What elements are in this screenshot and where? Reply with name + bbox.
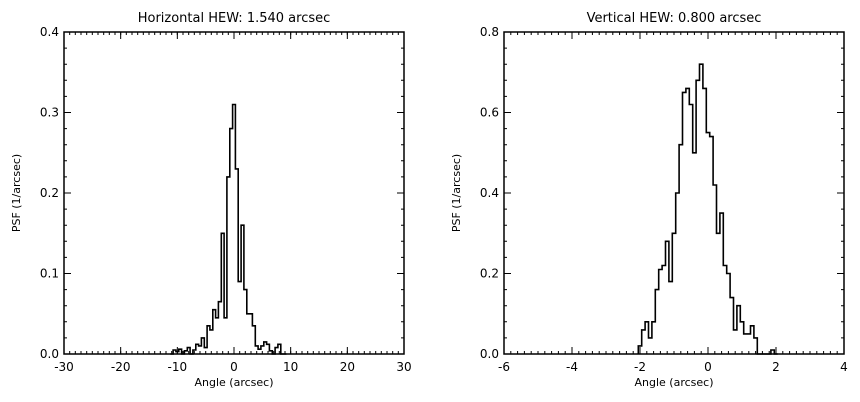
chart-title: Vertical HEW: 0.800 arcsec: [587, 11, 762, 26]
x-tick-label: -10: [168, 360, 188, 374]
x-tick-label: 30: [396, 360, 411, 374]
x-tick-label: -4: [566, 360, 578, 374]
x-tick-label: 0: [230, 360, 238, 374]
vertical-psf-plot: Vertical HEW: 0.800 arcsec -6 -4 -2 0 2 4 0.0 0.…: [450, 11, 848, 389]
x-tick-label: -30: [54, 360, 74, 374]
y-tick-label: 0.3: [40, 106, 59, 120]
y-tick-label: 0.0: [480, 347, 499, 361]
horizontal-psf-plot: Horizontal HEW: 1.540 arcsec -30 -20 -10 0 10…: [10, 11, 412, 389]
y-tick-label: 0.0: [40, 347, 59, 361]
minor-ticks: [503, 31, 845, 355]
plot-frame: [63, 31, 405, 355]
y-axis-label: PSF (1/arcsec): [10, 154, 23, 232]
x-tick-label: 0: [704, 360, 712, 374]
psf-histogram-line: [637, 63, 778, 355]
y-tick-label: 0.4: [40, 25, 59, 39]
x-axis-label: Angle (arcsec): [195, 376, 274, 389]
x-tick-label: -6: [498, 360, 510, 374]
x-tick-label: 20: [340, 360, 355, 374]
y-tick-label: 0.6: [480, 106, 499, 120]
y-tick-label: 0.2: [40, 186, 59, 200]
x-tick-label: -20: [111, 360, 131, 374]
x-tick-label: 4: [840, 360, 848, 374]
x-tick-label: 10: [283, 360, 298, 374]
x-tick-label: -2: [634, 360, 646, 374]
psf-histogram-line: [170, 103, 287, 355]
y-tick-label: 0.8: [480, 25, 499, 39]
x-tick-label: 2: [772, 360, 780, 374]
x-axis-label: Angle (arcsec): [635, 376, 714, 389]
y-tick-label: 0.1: [40, 267, 59, 281]
y-tick-label: 0.4: [480, 186, 499, 200]
chart-title: Horizontal HEW: 1.540 arcsec: [138, 11, 331, 26]
y-tick-label: 0.2: [480, 267, 499, 281]
plot-frame: [503, 31, 845, 355]
y-axis-label: PSF (1/arcsec): [450, 154, 463, 232]
minor-ticks: [63, 31, 405, 355]
